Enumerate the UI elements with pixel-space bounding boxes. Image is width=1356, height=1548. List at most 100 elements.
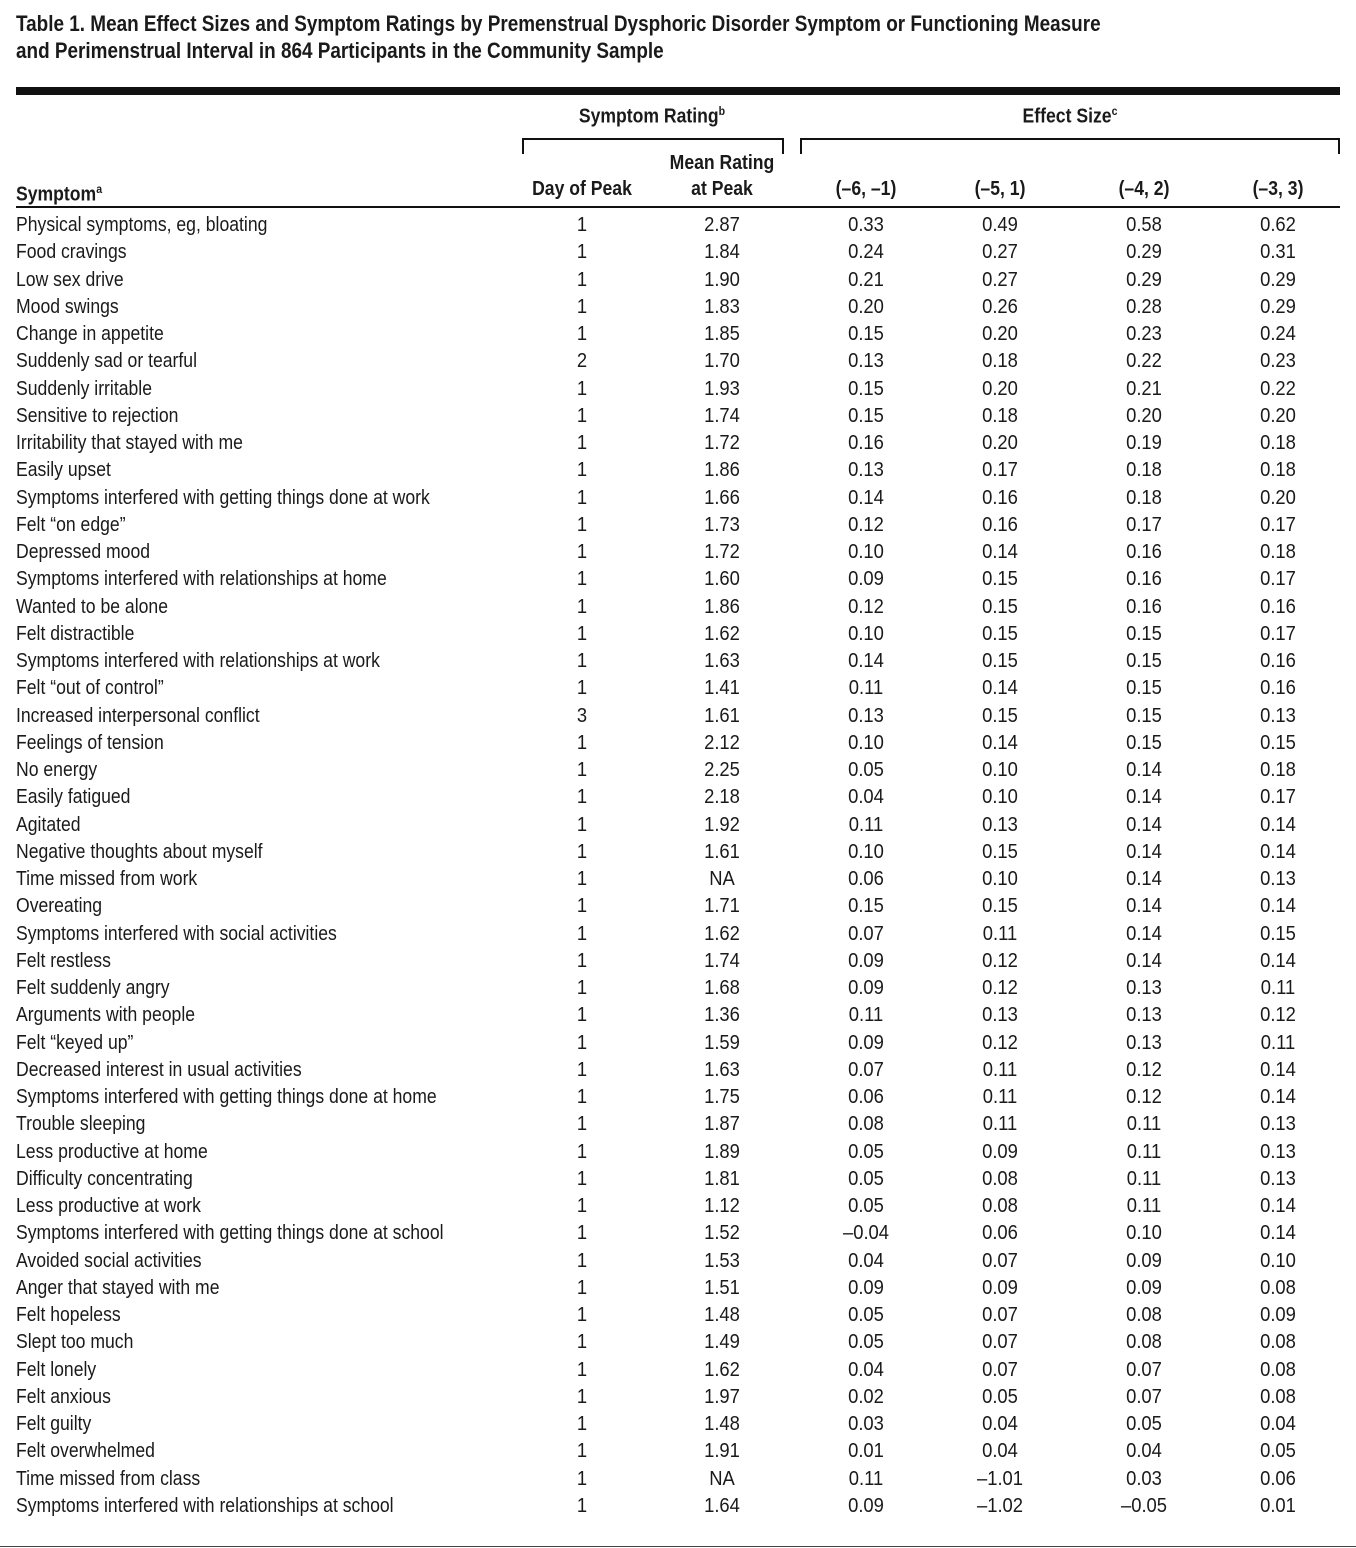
cell-effect-2: 0.14 [982,731,1018,754]
cell-symptom: Felt lonely [16,1358,97,1381]
cell-effect-2: 0.13 [982,813,1018,836]
cell-effect-2: 0.11 [982,1113,1018,1136]
column-header-effect-1: (–6, –1) [835,178,897,200]
cell-mean-rating: 1.62 [704,622,740,645]
cell-effect-1: 0.01 [848,1440,884,1463]
cell-effect-1: 0.12 [848,513,884,536]
cell-mean-rating: 1.70 [704,350,740,373]
table-row: Symptoms interfered with getting things … [0,1084,1356,1111]
cell-effect-4: 0.22 [1260,377,1296,400]
cell-mean-rating: 1.91 [704,1440,740,1463]
cell-day-of-peak: 2 [576,350,588,373]
cell-symptom: Felt “keyed up” [16,1031,134,1054]
cell-effect-4: 0.01 [1260,1494,1296,1517]
cell-effect-4: 0.14 [1260,1195,1296,1217]
cell-effect-4: 0.18 [1260,459,1296,482]
cell-effect-1: 0.10 [848,541,884,563]
cell-day-of-peak: 1 [576,1031,588,1054]
column-header-day-of-peak: Day of Peak [532,178,632,200]
cell-symptom: Felt distractible [16,622,135,645]
table-row: Easily fatigued 1 2.18 0.04 0.10 0.14 0.17 [0,784,1356,811]
cell-day-of-peak: 1 [576,1331,588,1354]
cell-effect-4: 0.08 [1260,1331,1296,1354]
cell-effect-1: 0.06 [848,868,884,890]
cell-effect-1: 0.08 [848,1113,884,1136]
cell-effect-3: 0.58 [1126,214,1162,236]
cell-effect-3: 0.16 [1126,541,1162,563]
group-header-symptom-rating: Symptom Ratingb [538,104,767,129]
cell-symptom: Suddenly irritable [16,377,152,400]
cell-symptom: Low sex drive [16,268,124,291]
cell-day-of-peak: 1 [576,214,588,236]
table-row: Arguments with people 1 1.36 0.11 0.13 0.13 0.… [0,1002,1356,1029]
cell-mean-rating: 1.64 [704,1494,740,1517]
cell-symptom: Wanted to be alone [16,595,168,618]
cell-effect-4: 0.08 [1260,1358,1296,1381]
cell-effect-4: 0.20 [1260,404,1296,427]
cell-effect-2: 0.11 [982,1086,1018,1108]
cell-effect-1: 0.10 [848,731,884,754]
cell-mean-rating: 1.53 [704,1249,740,1272]
cell-effect-2: 0.49 [982,214,1018,236]
cell-effect-1: 0.33 [848,214,884,236]
cell-effect-1: 0.04 [848,1249,884,1272]
cell-day-of-peak: 1 [576,377,588,400]
cell-effect-3: 0.10 [1126,1222,1162,1245]
cell-effect-4: 0.13 [1260,1140,1296,1163]
cell-effect-3: 0.11 [1126,1113,1162,1136]
cell-effect-3: 0.11 [1126,1195,1162,1217]
cell-symptom: Arguments with people [16,1004,196,1027]
cell-symptom: Felt hopeless [16,1304,121,1326]
caption-line-2: and Perimenstrual Interval in 864 Partic… [16,38,664,63]
cell-effect-2: 0.11 [982,922,1018,945]
table-row: Felt anxious 1 1.97 0.02 0.05 0.07 0.08 [0,1384,1356,1411]
cell-effect-2: 0.10 [982,786,1018,809]
cell-mean-rating: 1.59 [704,1031,740,1054]
cell-mean-rating: 1.12 [704,1195,740,1217]
cell-day-of-peak: 1 [576,677,588,700]
cell-effect-2: 0.12 [982,977,1018,999]
cell-effect-4: 0.16 [1260,650,1296,672]
table-row: Slept too much 1 1.49 0.05 0.07 0.08 0.08 [0,1329,1356,1356]
cell-day-of-peak: 1 [576,1494,588,1517]
cell-effect-4: 0.12 [1260,1004,1296,1027]
cell-effect-2: 0.09 [982,1276,1018,1299]
cell-day-of-peak: 1 [576,895,588,918]
cell-effect-4: 0.18 [1260,759,1296,781]
cell-mean-rating: 1.60 [704,568,740,591]
cell-effect-3: 0.12 [1126,1086,1162,1108]
cell-effect-2: 0.04 [982,1440,1018,1463]
cell-symptom: Symptoms interfered with social activiti… [16,922,337,945]
cell-effect-1: 0.10 [848,622,884,645]
cell-mean-rating: 1.63 [704,1058,740,1081]
cell-effect-4: 0.17 [1260,786,1296,809]
cell-effect-3: 0.14 [1126,840,1162,863]
cell-symptom: Time missed from work [16,868,198,890]
cell-effect-2: 0.15 [982,650,1018,672]
cell-symptom: Slept too much [16,1331,134,1354]
table-row: Felt hopeless 1 1.48 0.05 0.07 0.08 0.09 [0,1302,1356,1329]
cell-effect-1: 0.03 [848,1413,884,1435]
symptom-rating-bracket [522,138,784,154]
cell-mean-rating: 1.85 [704,323,740,345]
cell-day-of-peak: 1 [576,650,588,672]
cell-effect-1: 0.05 [848,1195,884,1217]
cell-effect-3: 0.14 [1126,759,1162,781]
cell-day-of-peak: 1 [576,295,588,318]
cell-effect-4: 0.20 [1260,486,1296,509]
group-header-effect-size: Effect Sizec [832,104,1307,129]
cell-effect-1: 0.15 [848,404,884,427]
cell-effect-2: 0.15 [982,895,1018,918]
cell-day-of-peak: 1 [576,1249,588,1272]
cell-mean-rating: 1.83 [704,295,740,318]
cell-effect-1: 0.20 [848,295,884,318]
cell-day-of-peak: 1 [576,622,588,645]
cell-effect-2: 0.10 [982,868,1018,890]
cell-effect-4: 0.13 [1260,868,1296,890]
cell-day-of-peak: 1 [576,840,588,863]
cell-symptom: Less productive at work [16,1195,201,1217]
cell-day-of-peak: 1 [576,1413,588,1435]
cell-symptom: Felt “out of control” [16,677,164,700]
cell-symptom: Felt anxious [16,1385,111,1408]
table-row: Symptoms interfered with social activiti… [0,921,1356,948]
